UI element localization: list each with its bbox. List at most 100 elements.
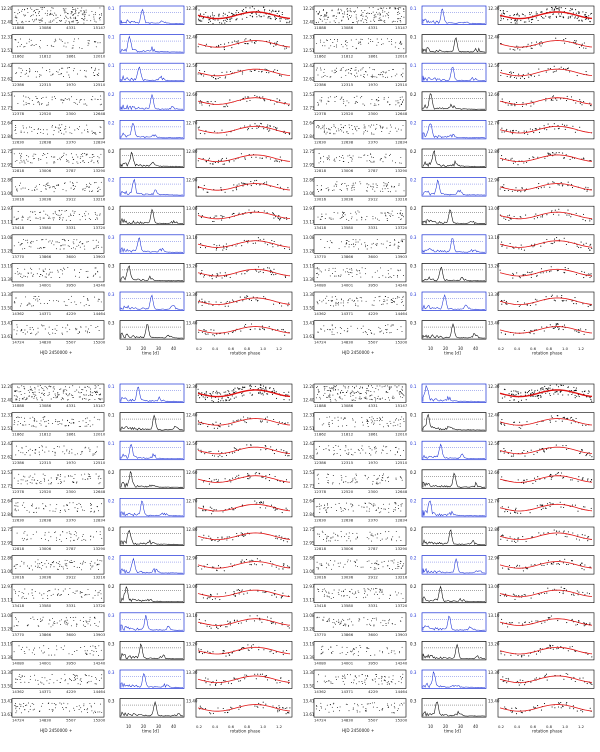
phase-point <box>567 181 569 183</box>
periodogram-frame <box>421 263 487 283</box>
data-point <box>375 16 377 18</box>
data-point <box>371 74 373 76</box>
data-point <box>65 623 67 625</box>
data-point <box>366 334 368 336</box>
time-tick-label: 12315 <box>39 82 52 87</box>
phase-point <box>556 237 558 239</box>
data-point <box>70 533 72 535</box>
phase-point <box>509 71 511 74</box>
phase-point <box>509 76 511 78</box>
time-tick-label: 14240 <box>395 282 408 287</box>
phase-point <box>230 481 232 483</box>
data-point <box>31 503 33 505</box>
data-point <box>82 14 84 16</box>
data-point <box>75 535 77 537</box>
phase-point <box>240 153 242 155</box>
data-point <box>52 7 54 9</box>
data-point <box>65 190 67 192</box>
data-point <box>352 186 354 188</box>
periodogram-curve <box>120 643 183 660</box>
data-point <box>317 102 319 103</box>
lightcurve-frame <box>11 34 105 54</box>
phase-point <box>277 424 279 426</box>
phase-point <box>226 300 228 303</box>
phase-point <box>514 20 516 22</box>
data-point <box>29 389 31 391</box>
data-point <box>337 12 339 14</box>
phase-point <box>575 273 577 275</box>
data-point <box>24 588 26 590</box>
period-tick-label: 20 <box>443 346 449 351</box>
data-point <box>37 565 39 567</box>
phase-point <box>232 190 234 192</box>
phase-point <box>261 157 263 159</box>
data-point <box>61 41 63 43</box>
phase-point <box>278 303 281 305</box>
phase-point <box>250 70 253 72</box>
data-point <box>321 215 323 217</box>
data-point <box>50 483 52 485</box>
data-point <box>101 597 103 599</box>
data-point <box>361 68 363 70</box>
time-tick-label: 4229 <box>66 311 76 316</box>
data-point <box>350 272 352 274</box>
phase-point <box>245 296 247 298</box>
data-point <box>398 183 400 185</box>
time-tick-label: 13770 <box>12 254 25 259</box>
phase-point <box>569 17 571 19</box>
phase-point <box>535 128 537 130</box>
phase-point <box>210 627 212 629</box>
data-point <box>45 566 47 568</box>
data-point <box>358 43 360 45</box>
phase-point <box>589 273 591 275</box>
phase-point <box>272 246 274 248</box>
mag-tick-label: 12.90 <box>488 178 500 183</box>
data-point <box>25 424 27 426</box>
phase-point <box>555 323 557 325</box>
phase-point <box>550 153 552 155</box>
phase-point <box>553 299 555 301</box>
data-point <box>97 476 99 478</box>
phase-point <box>227 105 229 107</box>
power-tick-label: 0.2 <box>108 584 115 589</box>
data-point <box>20 188 22 190</box>
phase-point <box>508 219 510 221</box>
phase-point <box>249 70 251 72</box>
phase-point <box>261 325 263 327</box>
phase-frame <box>195 412 293 432</box>
data-point <box>356 20 358 22</box>
phase-point <box>231 331 233 334</box>
data-point <box>361 39 363 41</box>
phase-point <box>279 186 282 188</box>
phase-point <box>217 274 219 276</box>
phase-point <box>215 301 217 303</box>
data-point <box>43 185 45 186</box>
data-point <box>90 20 92 22</box>
data-point <box>328 189 330 191</box>
phase-point <box>236 18 238 20</box>
phase-point <box>571 157 573 159</box>
data-point <box>347 328 349 330</box>
data-point <box>88 475 90 477</box>
data-point <box>38 11 40 12</box>
data-point <box>23 592 25 594</box>
data-point <box>17 420 19 422</box>
data-point <box>394 243 396 245</box>
data-point <box>38 15 40 17</box>
phase-point <box>260 531 262 533</box>
data-point <box>76 538 78 540</box>
data-point <box>69 181 71 183</box>
time-tick-label: 13216 <box>93 575 106 580</box>
phase-point <box>221 398 223 400</box>
data-point <box>382 190 384 192</box>
phase-point <box>285 47 288 49</box>
data-point <box>389 155 390 156</box>
phase-point <box>568 214 570 216</box>
data-point <box>399 12 401 14</box>
data-point <box>326 329 328 331</box>
data-point <box>323 16 325 18</box>
data-point <box>59 38 61 40</box>
data-point <box>49 510 51 512</box>
phase-point <box>260 393 262 395</box>
phase-point <box>244 273 246 275</box>
